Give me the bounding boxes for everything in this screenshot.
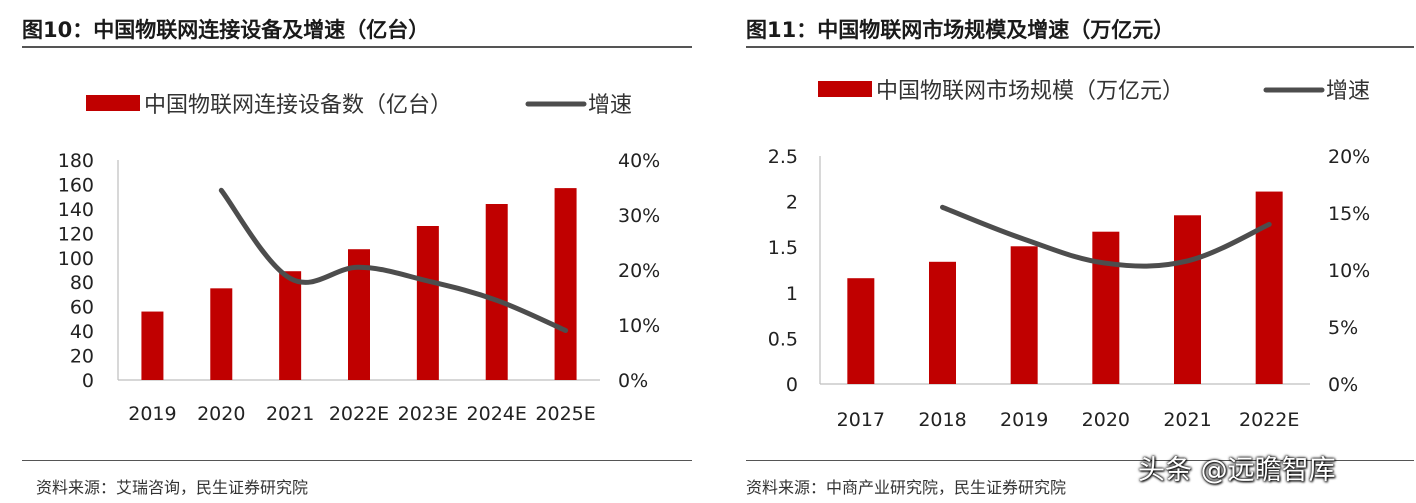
x-tick-label: 2020	[197, 403, 245, 425]
chart-market: 0 0.5 1 1.5 2 2.5 0% 5% 10% 15% 20% 2017 2018 2019 202…	[768, 79, 1370, 431]
chart-title: 图10：中国物联网连接设备及增速（亿台）	[22, 18, 430, 42]
y-left-tick-label: 1	[786, 283, 798, 305]
y-right-tick-label: 30%	[618, 205, 660, 227]
y-left-tick-label: 2	[786, 192, 798, 214]
x-tick-label: 2021	[1163, 409, 1211, 431]
x-tick-label: 2019	[1000, 409, 1048, 431]
bar-2025E	[554, 188, 577, 380]
y-left-tick-label: 180	[58, 150, 94, 172]
y-right-tick-label: 10%	[618, 315, 660, 337]
y-left-tick-label: 40	[70, 321, 94, 343]
y-right-tick-label: 20%	[1328, 146, 1370, 168]
y-left-tick-label: 0.5	[768, 328, 798, 350]
y-left-tick-label: 1.5	[768, 237, 798, 259]
legend-label-line: 增速	[1326, 79, 1370, 104]
source-rule	[22, 460, 692, 461]
y-left-tick-label: 140	[58, 199, 94, 221]
y-right-tick-label: 20%	[618, 260, 660, 282]
legend-swatch-bar	[818, 81, 872, 97]
y-left-tick-label: 0	[82, 370, 94, 392]
bar-2022E	[1255, 191, 1283, 384]
bar-2021	[279, 271, 302, 380]
growth-line	[218, 187, 569, 333]
y-right-tick-label: 0%	[1328, 374, 1358, 396]
y-left-tick-label: 2.5	[768, 146, 798, 168]
y-right-tick-label: 10%	[1328, 260, 1370, 282]
title-rule	[22, 46, 692, 48]
x-tick-label: 2022E	[1239, 409, 1299, 431]
x-tick-label: 2019	[128, 403, 176, 425]
y-left-tick-label: 0	[786, 374, 798, 396]
x-tick-label: 2025E	[535, 403, 595, 425]
x-tick-label: 2022E	[329, 403, 389, 425]
y-left-tick-label: 160	[58, 174, 94, 196]
bar-2024E	[485, 204, 508, 380]
bar-2020	[210, 288, 233, 380]
y-left-tick-label: 120	[58, 223, 94, 245]
y-right-tick-label: 0%	[618, 370, 648, 392]
legend-label-bar: 中国物联网连接设备数（亿台）	[144, 93, 452, 118]
watermark: 头条 @远瞻智库	[1138, 455, 1336, 486]
y-left-tick-label: 20	[70, 346, 94, 368]
bar-2019	[141, 311, 164, 380]
title-rule	[746, 46, 1414, 48]
legend-label-line: 增速	[588, 93, 632, 118]
y-right-tick-label: 5%	[1328, 317, 1358, 339]
y-right-tick-label: 40%	[618, 150, 660, 172]
x-tick-label: 2017	[837, 409, 885, 431]
legend-label-bar: 中国物联网市场规模（万亿元）	[876, 79, 1184, 104]
bar-2019	[1010, 246, 1038, 384]
source-rule	[746, 460, 1414, 461]
bar-2018	[929, 261, 956, 384]
chart-source: 资料来源：艾瑞咨询，民生证券研究院	[36, 478, 309, 497]
bar-2017	[847, 278, 875, 384]
x-tick-label: 2021	[266, 403, 314, 425]
y-left-tick-label: 60	[70, 297, 94, 319]
chart-title: 图11：中国物联网市场规模及增速（万亿元）	[746, 18, 1175, 42]
x-tick-label: 2023E	[398, 403, 458, 425]
x-tick-label: 2018	[918, 409, 966, 431]
chart-panel-devices: 图10：中国物联网连接设备及增速（亿台） 0 20 40 60 80 100 120 140 1…	[0, 0, 700, 503]
bar-2021	[1174, 215, 1201, 384]
chart-panel-market: 图11：中国物联网市场规模及增速（万亿元） 0 0.5 1 1.5 2 2.5 0% 5% 10…	[730, 0, 1416, 503]
bar-2020	[1092, 231, 1120, 384]
y-left-tick-label: 100	[58, 248, 94, 270]
bar-2022E	[348, 249, 370, 380]
bar-2023E	[416, 226, 439, 380]
x-tick-label: 2020	[1082, 409, 1130, 431]
legend-swatch-bar	[86, 95, 140, 111]
x-tick-label: 2024E	[467, 403, 527, 425]
chart-source: 资料来源：中商产业研究院，民生证券研究院	[746, 478, 1067, 497]
y-left-tick-label: 80	[70, 272, 94, 294]
y-right-tick-label: 15%	[1328, 203, 1370, 225]
